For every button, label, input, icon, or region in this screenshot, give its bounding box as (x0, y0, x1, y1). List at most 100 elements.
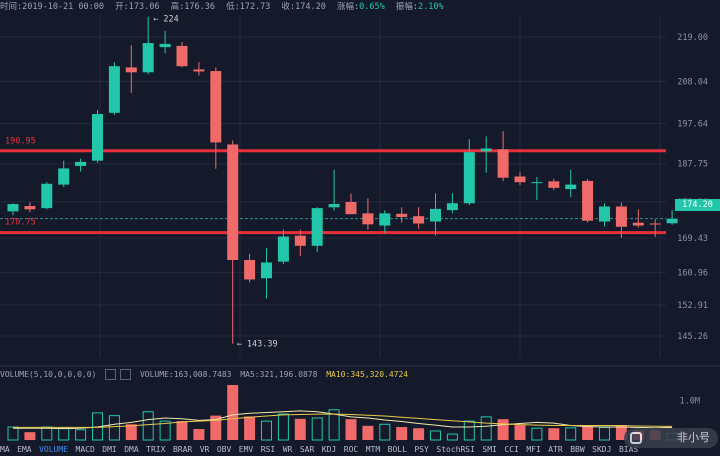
volume-bar (244, 416, 256, 440)
indicator-tabs: MA EMA VOLUME MACD DMI DMA TRIX BRAR VR OBV EMV RSI… (0, 444, 720, 456)
volume-bar (24, 432, 36, 440)
volume-bar (75, 429, 87, 441)
tab-bbw[interactable]: BBW (570, 445, 585, 454)
high-value: 176.36 (184, 2, 215, 12)
tab-ema[interactable]: EMA (17, 445, 32, 454)
volume-bar (193, 429, 205, 440)
low-marker-label: ← 143.39 (237, 340, 278, 350)
candle-body (142, 43, 154, 73)
price-tick-label: 145.26 (677, 332, 708, 342)
tab-vr[interactable]: VR (199, 445, 210, 454)
volume-bar (565, 427, 577, 441)
candle-body (41, 183, 53, 209)
volume-bars (7, 385, 678, 441)
tab-wr[interactable]: WR (282, 445, 293, 454)
volume-bar (430, 430, 441, 441)
candle-body (277, 236, 289, 262)
volume-ma5-line (13, 410, 673, 430)
volume-bar (159, 420, 171, 441)
candle-body (58, 168, 70, 185)
tab-bias[interactable]: BIAS (618, 445, 639, 454)
high-label: 高: (170, 2, 185, 12)
price-tick-label: 160.96 (677, 268, 708, 278)
candle-body (210, 71, 222, 143)
tab-skdj[interactable]: SKDJ (592, 445, 612, 454)
tab-cci[interactable]: CCI (504, 445, 519, 454)
candle-body (227, 144, 239, 261)
ma10-value: 345,320.4724 (350, 370, 409, 379)
price-tick-label: 208.04 (677, 77, 708, 87)
indicator-settings-icon[interactable] (105, 369, 117, 380)
volume-bar (41, 426, 53, 441)
candle-body (345, 202, 357, 215)
volume-bar (142, 411, 154, 441)
low-label: 低: (226, 2, 240, 12)
candle-body (480, 148, 492, 152)
tab-rsi[interactable]: RSI (260, 445, 276, 454)
volume-bar (531, 427, 543, 441)
tab-trix[interactable]: TRIX (146, 445, 166, 454)
volume-label: VOLUME: (139, 370, 174, 379)
volume-bar (514, 425, 526, 440)
candlesticks (7, 16, 678, 344)
tab-atr[interactable]: ATR (548, 445, 563, 454)
tab-psy[interactable]: PSY (414, 445, 429, 454)
volume-bar (125, 424, 137, 440)
candle-body (159, 43, 171, 48)
tab-brar[interactable]: BRAR (172, 445, 193, 454)
candle-body (24, 206, 36, 210)
volume-bar (497, 419, 509, 440)
candle-body (244, 260, 256, 280)
tab-volume[interactable]: VOLUME (39, 445, 68, 454)
tab-dmi[interactable]: DMI (102, 445, 117, 454)
tab-ma[interactable]: MA (0, 445, 10, 454)
tab-roc[interactable]: ROC (343, 445, 359, 454)
candle-body (7, 204, 19, 212)
tab-kdj[interactable]: KDJ (321, 445, 337, 454)
open-label: 开: (115, 2, 129, 12)
tab-mfi[interactable]: MFI (526, 445, 541, 454)
lower-level-label: 170.75 (5, 218, 36, 228)
tab-dma[interactable]: DMA (124, 445, 139, 454)
indicator-close-icon[interactable] (120, 369, 132, 380)
horizontal-levels (0, 149, 666, 235)
volume-value: 163,008.7483 (173, 370, 232, 379)
annotations: ← 224 ← 143.39 190.95 170.75 (5, 15, 278, 350)
tab-emv[interactable]: EMV (238, 445, 254, 454)
tab-boll[interactable]: BOLL (387, 445, 407, 454)
ma5-value: 321,196.0878 (259, 370, 318, 379)
candle-body (632, 222, 644, 226)
change-value: 0.65% (359, 2, 385, 12)
ma5-label: MA5: (240, 370, 260, 379)
candle-body (582, 180, 594, 221)
price-tick-label: 187.75 (677, 160, 708, 170)
tab-stochrsi[interactable]: StochRSI (436, 445, 475, 454)
tab-sar[interactable]: SAR (299, 445, 315, 454)
tab-mtm[interactable]: MTM (365, 445, 381, 454)
candle-body (599, 206, 610, 222)
candle-body (328, 204, 340, 208)
volume-indicator-title: VOLUME(5,10,0,0,0,0) (0, 370, 97, 379)
time-label: 时间: (0, 2, 23, 12)
volume-bar (108, 415, 120, 441)
candle-body (396, 213, 408, 218)
amplitude-value: 2.10% (417, 2, 444, 12)
candle-body (497, 149, 509, 178)
close-label: 收: (281, 2, 296, 12)
tab-smi[interactable]: SMI (482, 445, 497, 454)
tab-macd[interactable]: MACD (75, 445, 95, 454)
candle-body (514, 176, 526, 183)
volume-bar (311, 417, 323, 441)
volume-bar (413, 428, 425, 440)
last-price-tag: 174.20 (675, 199, 720, 211)
candle-body (531, 182, 543, 184)
volume-bar (615, 425, 627, 440)
change-label: 涨幅: (337, 2, 360, 12)
volume-bar (7, 426, 19, 441)
tab-obv[interactable]: OBV (216, 445, 232, 454)
volume-bar (261, 420, 272, 441)
candle-body (125, 67, 137, 73)
candle-body (294, 235, 306, 246)
candle-body (565, 184, 577, 190)
